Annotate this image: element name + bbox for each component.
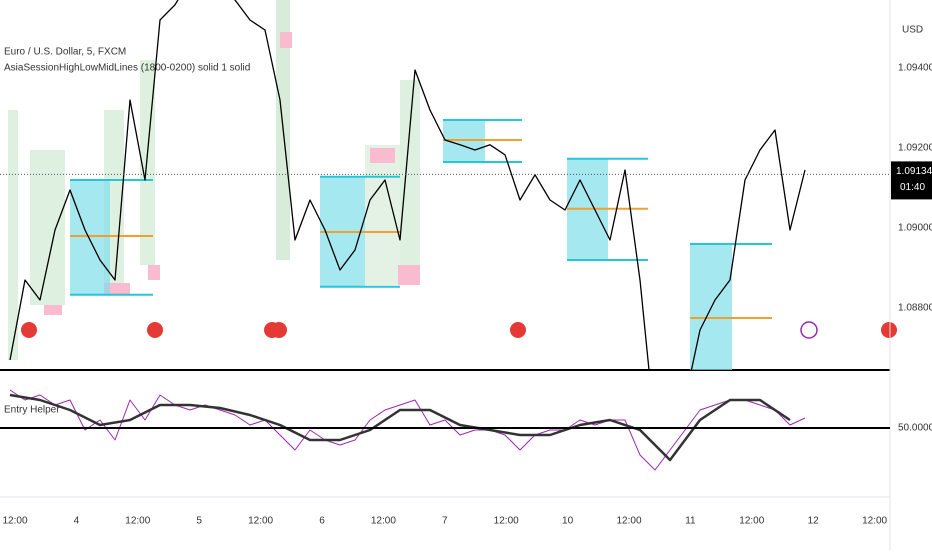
chart-title: Euro / U.S. Dollar, 5, FXCM bbox=[4, 47, 126, 58]
shade bbox=[400, 80, 420, 265]
event-flag[interactable] bbox=[21, 322, 37, 338]
shade bbox=[370, 148, 395, 163]
shade bbox=[30, 150, 65, 305]
x-tick-label: 7 bbox=[442, 516, 448, 527]
shade bbox=[280, 32, 292, 48]
currency: USD bbox=[902, 25, 923, 36]
price-line bbox=[9, 0, 806, 370]
y-tick-label: 1.09400 bbox=[898, 63, 932, 74]
y-tick-label: 1.09000 bbox=[898, 223, 932, 234]
event-flag[interactable] bbox=[510, 322, 526, 338]
indicator-name: AsiaSessionHighLowMidLines (1800-0200) s… bbox=[4, 63, 250, 74]
shade bbox=[365, 145, 400, 285]
last-price-label: 1.09134 bbox=[896, 166, 932, 177]
shade bbox=[8, 110, 18, 360]
shade bbox=[104, 283, 130, 295]
session-shading bbox=[8, 0, 420, 360]
x-tick-label: 5 bbox=[196, 516, 202, 527]
event-flag[interactable] bbox=[147, 322, 163, 338]
price-pane bbox=[9, 0, 806, 370]
ma-line bbox=[9, 393, 791, 462]
session-box bbox=[70, 180, 110, 295]
x-tick-label: 12:00 bbox=[125, 516, 150, 527]
x-tick-label: 12:00 bbox=[248, 516, 273, 527]
shade bbox=[398, 265, 420, 285]
y-tick-label: 1.09200 bbox=[898, 143, 932, 154]
x-tick-label: 12:00 bbox=[739, 516, 764, 527]
y-tick-label: 1.08800 bbox=[898, 303, 932, 314]
indicator-pane bbox=[9, 389, 806, 471]
x-tick-label: 6 bbox=[319, 516, 325, 527]
countdown-label: 01:40 bbox=[900, 182, 925, 193]
x-tick-label: 12 bbox=[808, 516, 820, 527]
event-flag[interactable] bbox=[881, 322, 897, 338]
x-tick-label: 12:00 bbox=[494, 516, 519, 527]
x-tick-label: 12:00 bbox=[862, 516, 887, 527]
shade bbox=[44, 305, 62, 315]
y-tick-label: 50.00000 bbox=[898, 423, 932, 434]
pane-title: Entry Helper bbox=[4, 405, 60, 416]
last-price-box bbox=[891, 161, 932, 200]
event-flag[interactable] bbox=[271, 322, 287, 338]
x-tick-label: 11 bbox=[685, 516, 696, 527]
x-tick-label: 12:00 bbox=[616, 516, 641, 527]
x-tick-label: 12:00 bbox=[2, 516, 27, 527]
x-tick-label: 4 bbox=[74, 516, 80, 527]
x-tick-label: 12:00 bbox=[371, 516, 396, 527]
shade bbox=[148, 265, 160, 280]
event-icons bbox=[21, 321, 897, 339]
oscillator-line bbox=[9, 389, 806, 471]
x-tick-label: 10 bbox=[562, 516, 574, 527]
event-flag[interactable] bbox=[800, 321, 818, 339]
